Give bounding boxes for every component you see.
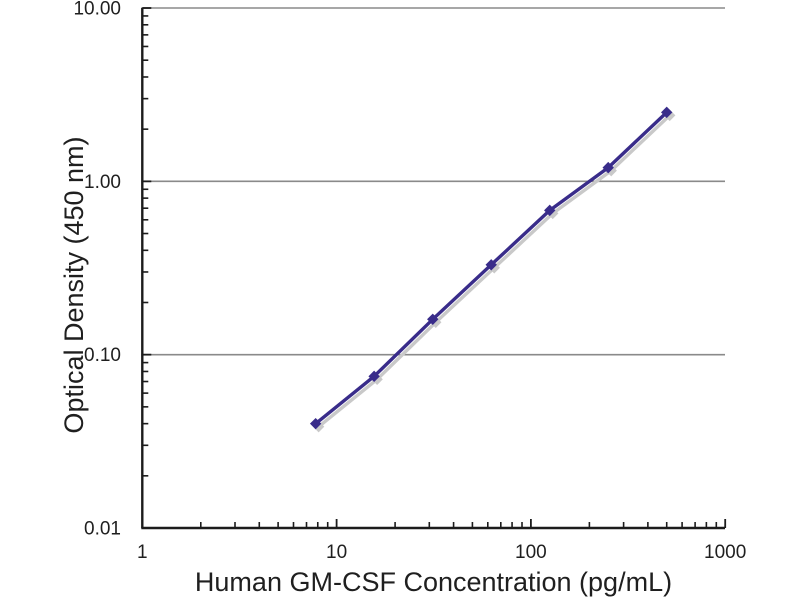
series-marker <box>661 106 673 119</box>
series-marker <box>309 417 322 430</box>
y-tick-label: 0.01 <box>84 519 121 540</box>
y-tick-label: 0.10 <box>84 345 121 366</box>
series-marker <box>544 204 556 217</box>
x-tick-label: 1 <box>137 542 148 563</box>
series-marker-shadow <box>664 109 676 122</box>
series-marker <box>485 259 497 271</box>
series-marker <box>427 313 439 325</box>
series-marker <box>368 370 380 383</box>
x-tick-label: 100 <box>515 542 547 563</box>
y-tick-label: 1.00 <box>84 172 121 193</box>
series-marker <box>602 161 614 174</box>
x-tick-label: 10 <box>326 542 347 563</box>
x-tick-label: 1000 <box>704 542 746 563</box>
y-tick-label: 10.00 <box>73 0 121 20</box>
x-axis-title: Human GM-CSF Concentration (pg/mL) <box>194 567 673 597</box>
y-axis-title: Optical Density (450 nm) <box>59 136 89 434</box>
